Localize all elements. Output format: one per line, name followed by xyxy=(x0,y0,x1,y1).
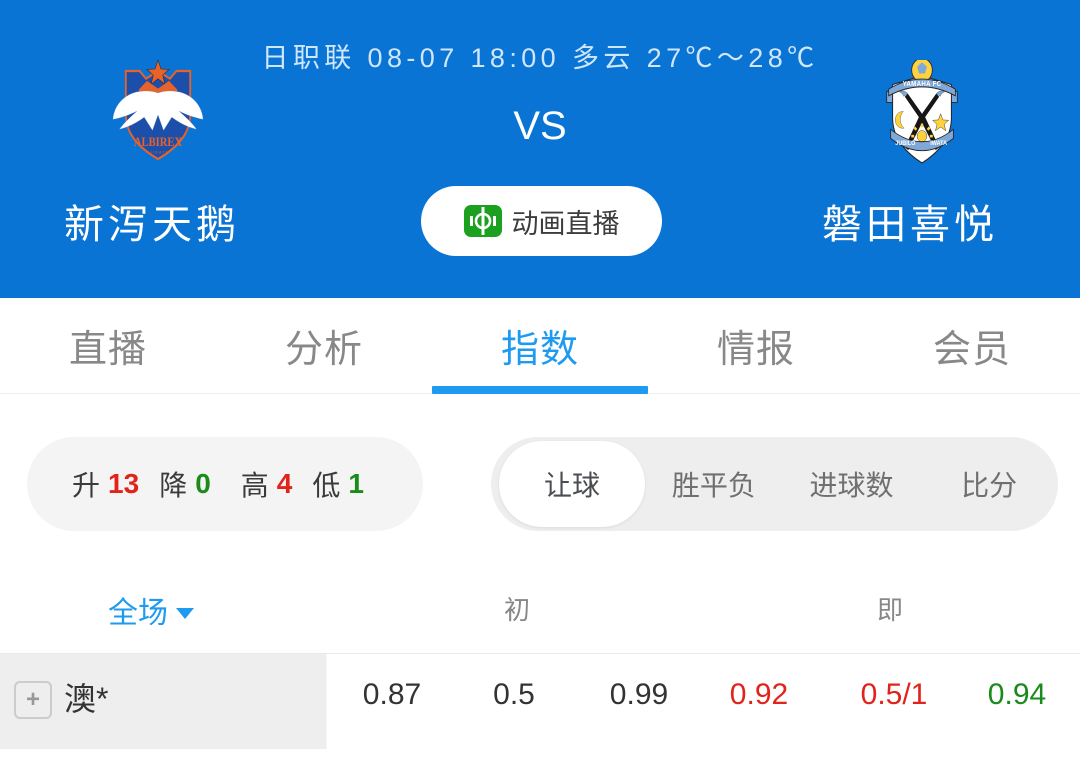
svg-text:YAMAHA FC: YAMAHA FC xyxy=(903,80,942,87)
svg-text:IWATA: IWATA xyxy=(930,141,948,147)
svg-text:JUBILO: JUBILO xyxy=(895,141,915,147)
svg-text:NIIGATA: NIIGATA xyxy=(147,150,169,154)
svg-text:ALBIREX: ALBIREX xyxy=(134,135,183,149)
